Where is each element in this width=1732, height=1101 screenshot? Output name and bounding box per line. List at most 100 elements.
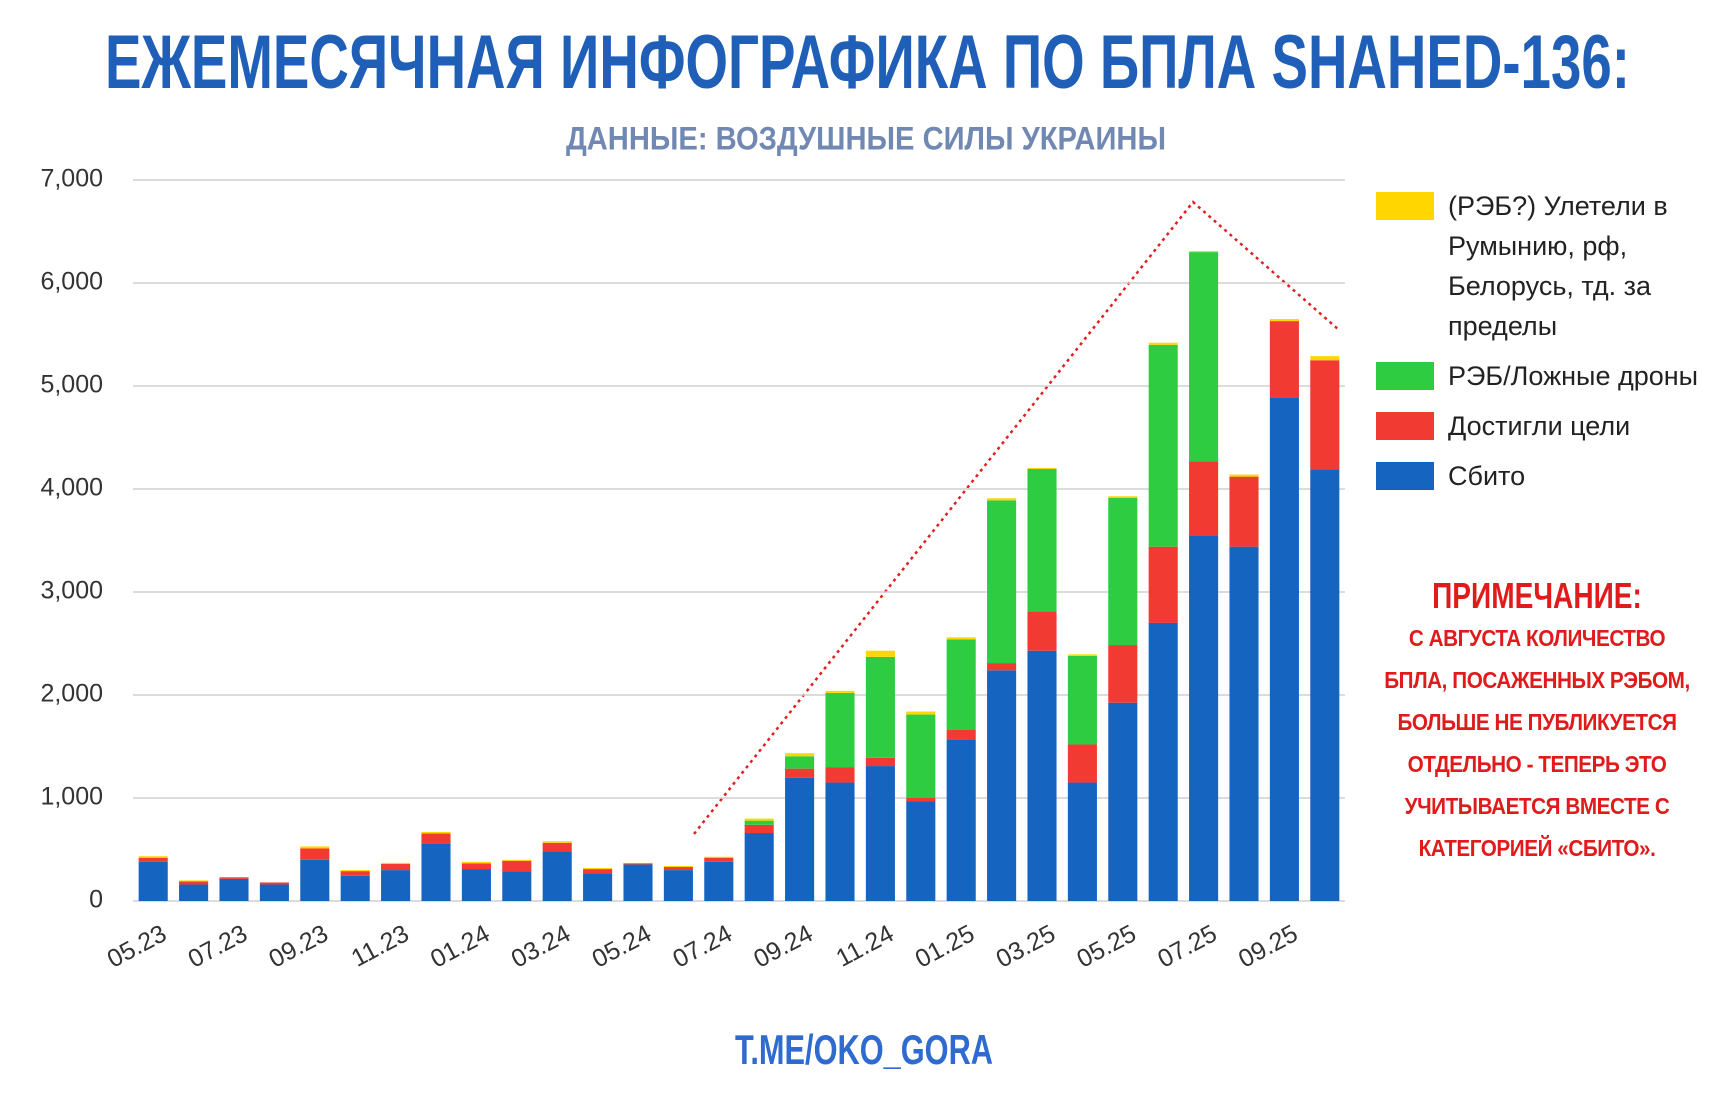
bar-segment (744, 820, 774, 825)
bar-segment (219, 877, 249, 879)
x-tick-label: 01.24 (426, 919, 494, 973)
bar-segment (381, 862, 411, 864)
bar-segment (502, 860, 532, 872)
y-tick-label: 1,000 (40, 783, 103, 811)
bar-segment (583, 868, 613, 870)
bar-segment (825, 690, 855, 693)
chart-subtitle: ДАННЫЕ: ВОЗДУШНЫЕ СИЛЫ УКРАИНЫ (566, 120, 1166, 156)
bar-segment (259, 884, 289, 901)
bar-segment (1269, 321, 1299, 398)
bar-segment (300, 846, 330, 849)
bar-segment (138, 856, 168, 858)
bar-segment (381, 863, 411, 871)
bar-segment (987, 670, 1017, 901)
x-tick-label: 05.23 (103, 919, 171, 973)
bar-segment (1067, 782, 1097, 901)
bar-segment (542, 841, 572, 843)
bar-segment (138, 861, 168, 901)
x-tick-label: 09.23 (264, 919, 332, 973)
x-tick-label: 07.24 (668, 919, 736, 973)
note-title: ПРИМЕЧАНИЕ: (1432, 575, 1642, 616)
bar-segment (825, 782, 855, 901)
bar-segment (1189, 252, 1219, 462)
bar-segment (138, 857, 168, 862)
bar-segment (1027, 611, 1057, 651)
note-text: С АВГУСТА КОЛИЧЕСТВО БПЛА, ПОСАЖЕННЫХ РЭ… (1384, 625, 1690, 861)
legend-item: (РЭБ?) Улетели в Румынию, рф, Белорусь, … (1376, 186, 1706, 346)
bar-segment (1229, 546, 1259, 901)
bar-segment (663, 865, 693, 868)
bar-segment (623, 863, 653, 865)
bar-segment (623, 862, 653, 864)
bar-segment (1269, 319, 1299, 322)
x-tick-label: 05.24 (588, 919, 656, 973)
x-tick-label: 07.23 (184, 919, 252, 973)
bar-segment (865, 766, 895, 901)
bar-segment (1310, 469, 1340, 901)
legend-label: (РЭБ?) Улетели в Румынию, рф, Белорусь, … (1448, 191, 1668, 341)
bar-segment (744, 818, 774, 821)
bar-segment (663, 867, 693, 871)
x-tick-label: 03.25 (992, 919, 1060, 973)
bar-segment (583, 873, 613, 901)
bar-segment (502, 859, 532, 861)
bar-segment (865, 650, 895, 657)
legend-swatch (1376, 462, 1434, 490)
x-tick-label: 11.23 (347, 919, 414, 972)
x-tick-label: 05.25 (1072, 919, 1140, 973)
bar-segment (1229, 476, 1259, 547)
bar-segment (1148, 344, 1178, 547)
bar-segment (1027, 468, 1057, 612)
bar-segment (1067, 654, 1097, 656)
bar-segment (825, 767, 855, 783)
bar-segment (1148, 342, 1178, 345)
bar-segment (623, 864, 653, 901)
x-tick-label: 03.24 (507, 919, 575, 973)
bar-segment (906, 801, 936, 901)
bar-segment (825, 692, 855, 768)
x-tick-label: 09.24 (749, 919, 817, 973)
bar-segment (1108, 645, 1138, 703)
legend-swatch (1376, 362, 1434, 390)
legend-label: РЭБ/Ложные дроны (1448, 361, 1699, 391)
bar-segment (865, 656, 895, 758)
bar-segment (987, 663, 1017, 671)
bar-segment (785, 768, 815, 778)
y-tick-label: 7,000 (40, 165, 103, 193)
bar-segment (219, 878, 249, 901)
footer: T.ME/OKO_GORA (735, 1026, 993, 1073)
legend-swatch (1376, 412, 1434, 440)
bar-segment (946, 730, 976, 740)
y-tick-label: 4,000 (40, 474, 103, 502)
x-tick-label: 11.24 (832, 919, 899, 972)
y-tick-label: 2,000 (40, 680, 103, 708)
chart-title: ЕЖЕМЕСЯЧНАЯ ИНФОГРАФИКА ПО БПЛА SHAHED-1… (105, 20, 1630, 105)
bar-segment (1189, 461, 1219, 536)
bar-segment (744, 824, 774, 834)
bar-segment (1310, 356, 1340, 361)
bar-segment (1189, 251, 1219, 253)
legend-label: Сбито (1448, 461, 1526, 491)
bar-segment (1189, 535, 1219, 901)
x-tick-label: 07.25 (1153, 919, 1221, 973)
bar-segment (300, 859, 330, 901)
bar-segment (785, 756, 815, 769)
bar-segment (1229, 474, 1259, 477)
bar-segment (704, 856, 734, 858)
y-tick-label: 5,000 (40, 371, 103, 399)
trend-annotation (693, 200, 1340, 835)
bar-segment (300, 848, 330, 860)
bar-segment (421, 831, 451, 834)
bar-segment (583, 869, 613, 874)
bar-segment (1067, 655, 1097, 745)
bar-segment (461, 869, 491, 901)
bar-segment (1148, 622, 1178, 901)
y-tick-label: 0 (89, 886, 103, 914)
bar-segment (987, 498, 1017, 501)
legend: (РЭБ?) Улетели в Румынию, рф, Белорусь, … (1376, 186, 1706, 506)
bar-segment (906, 714, 936, 798)
bar-segment (542, 851, 572, 901)
legend-item: Достигли цели (1376, 406, 1706, 446)
